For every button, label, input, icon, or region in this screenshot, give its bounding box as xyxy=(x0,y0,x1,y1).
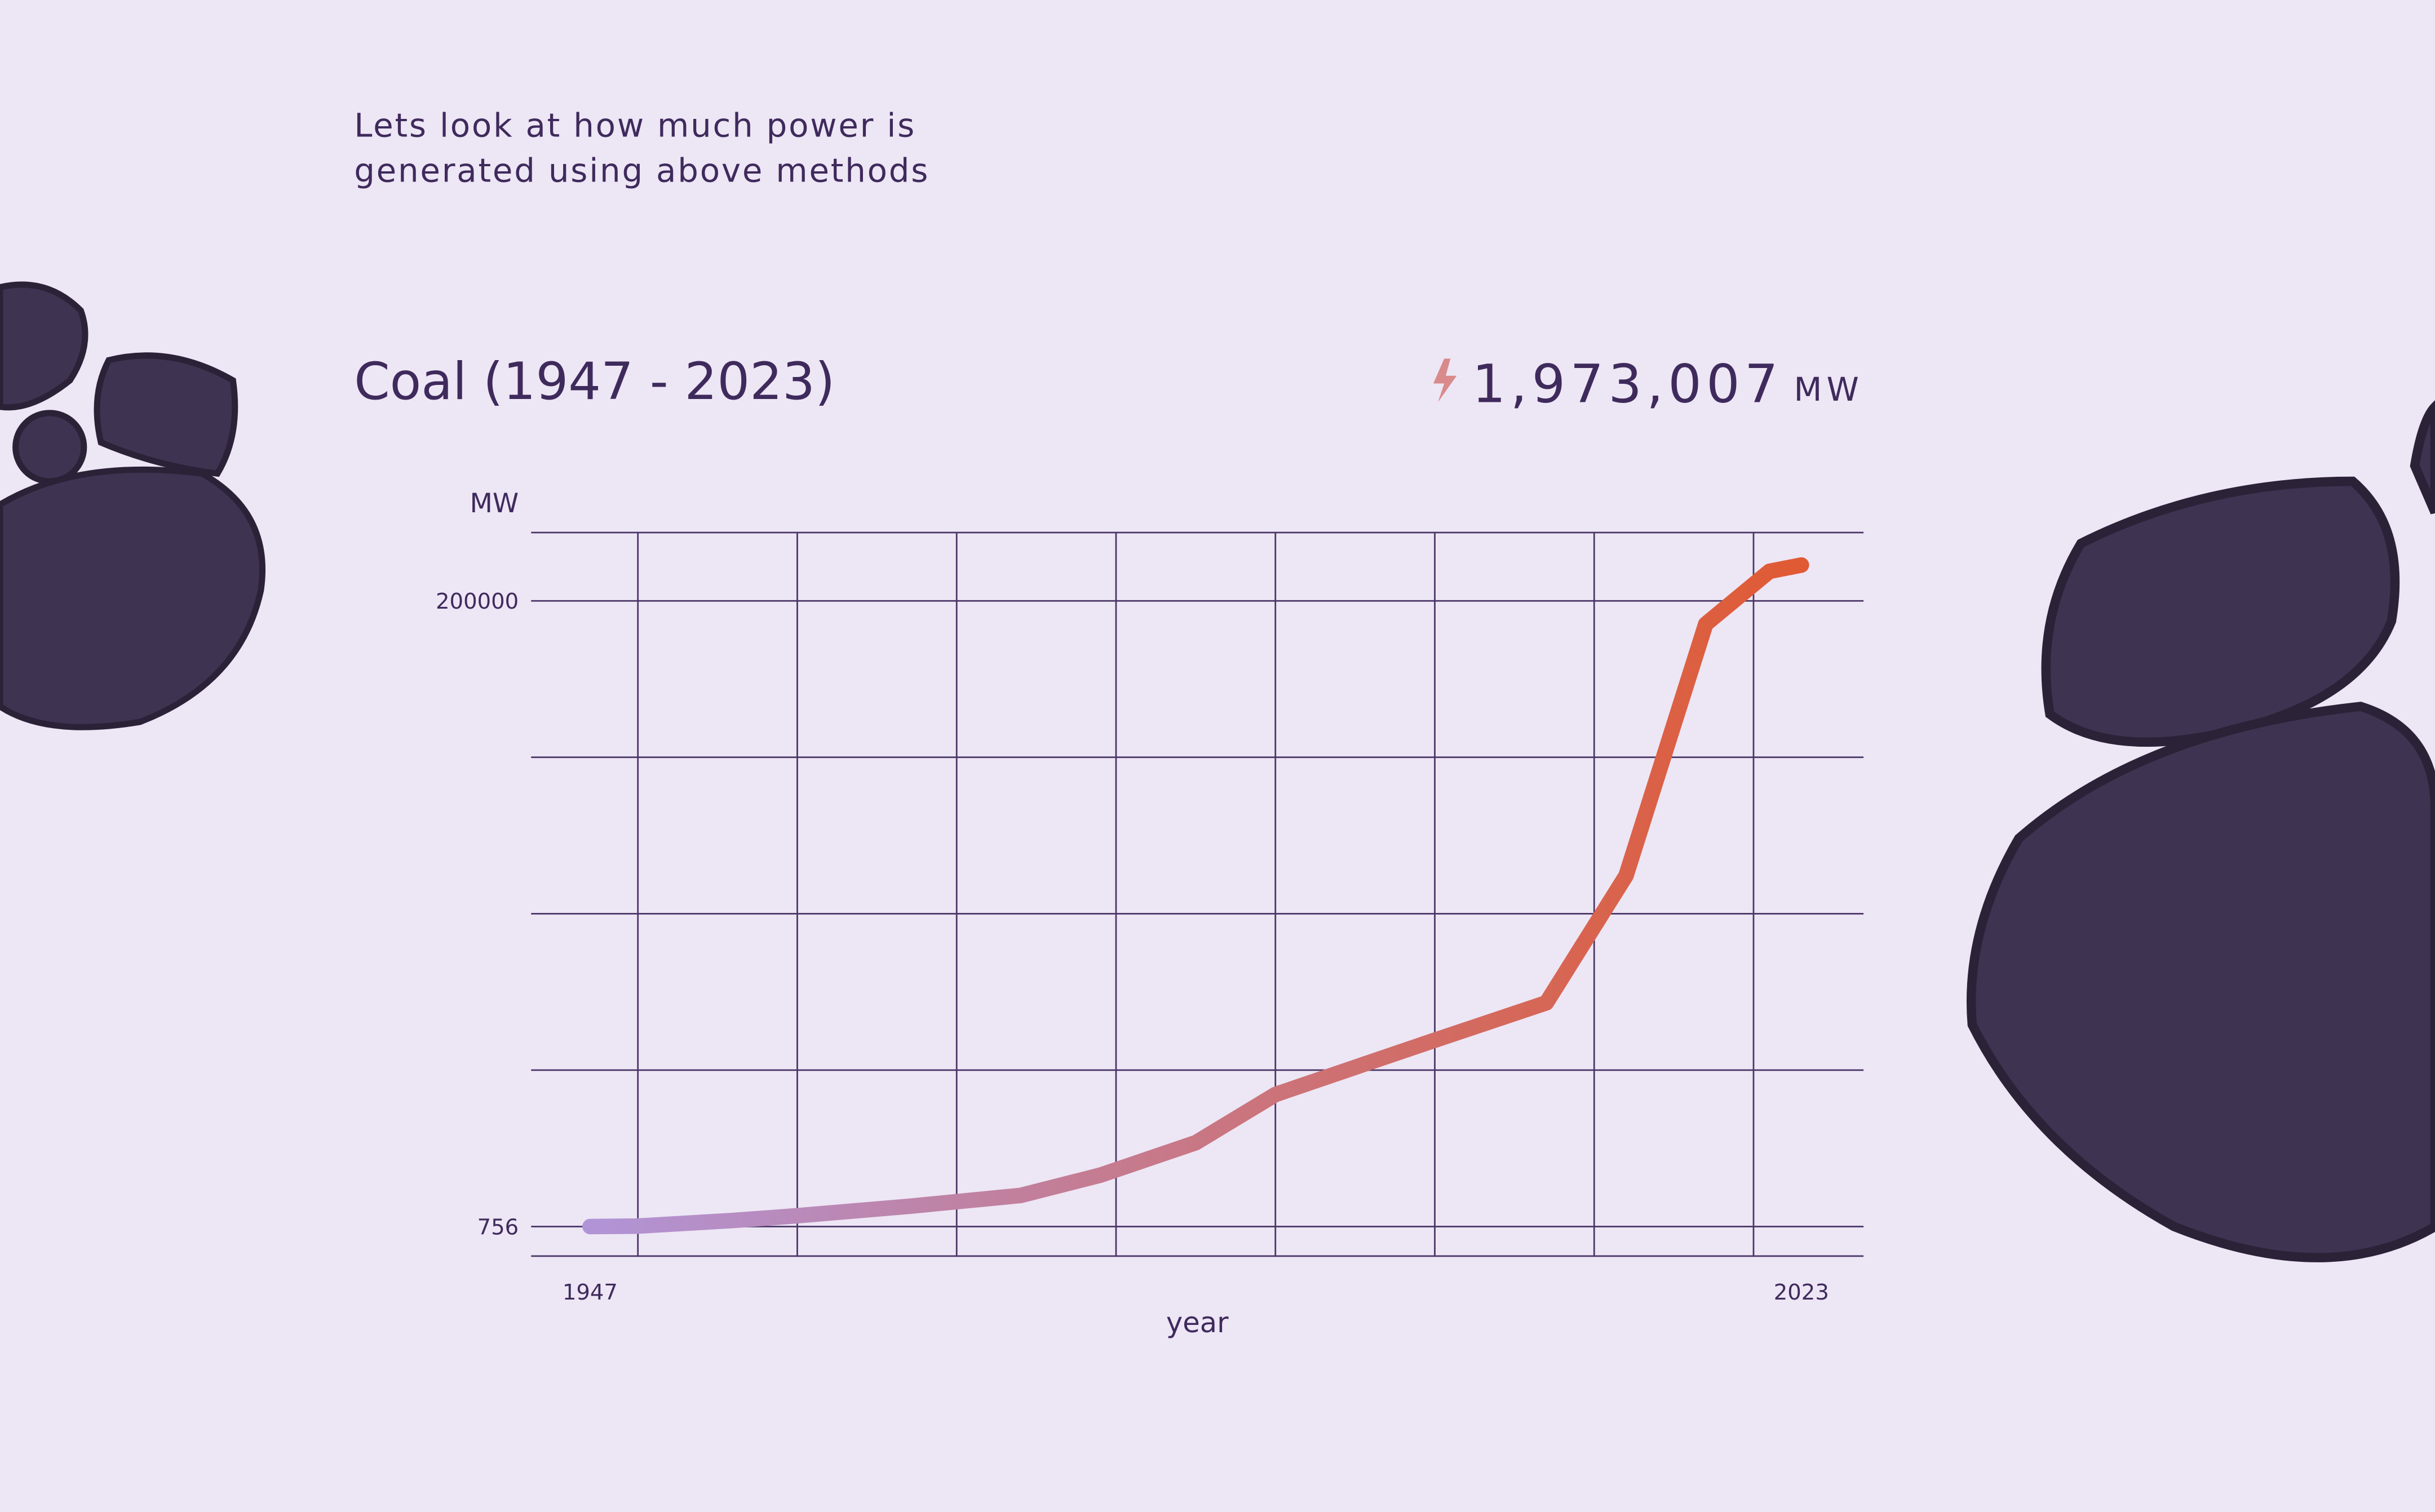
total-unit: MW xyxy=(1794,370,1863,409)
x-tick-label: 2023 xyxy=(1774,1280,1829,1305)
total-value: 1,973,007 xyxy=(1472,354,1783,415)
bolt-icon xyxy=(1433,358,1457,402)
data-line xyxy=(582,557,1809,1235)
y-axis-label: MW xyxy=(470,489,519,519)
x-tick-label: 1947 xyxy=(563,1280,618,1305)
intro-line: generated using above methods xyxy=(354,151,929,189)
y-tick-label: 200000 xyxy=(436,589,519,614)
section-title: Coal (1947 - 2023) xyxy=(354,352,835,411)
coal-right xyxy=(1967,400,2435,1262)
intro-line: Lets look at how much power is xyxy=(354,106,916,144)
y-tick-label: 756 xyxy=(477,1214,519,1240)
coal-left xyxy=(0,281,265,730)
x-axis-label: year xyxy=(1166,1306,1229,1339)
